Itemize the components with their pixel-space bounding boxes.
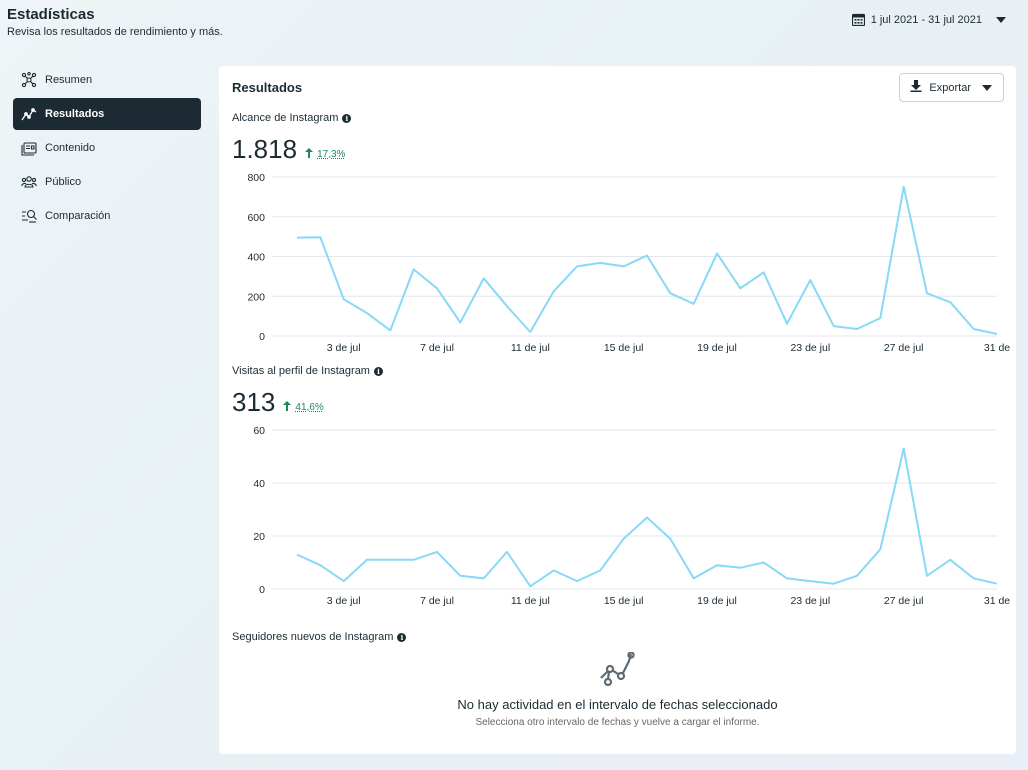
series-line[interactable] bbox=[296, 185, 998, 335]
profile-visits-line-chart: 0 20 40 60 3 de jul 7 de jul 11 de jul 15 de ju… bbox=[253, 425, 1010, 607]
reach-delta-value[interactable]: 17,3% bbox=[317, 149, 346, 160]
x-tick-label: 11 de jul bbox=[511, 342, 550, 354]
sidebar-item-resultados[interactable]: Resultados bbox=[13, 98, 201, 130]
date-range-label: 1 jul 2021 - 31 jul 2021 bbox=[870, 13, 982, 26]
x-tick-label: 27 de jul bbox=[884, 595, 924, 607]
sidebar-item-publico[interactable]: Público bbox=[13, 166, 201, 198]
x-tick-label: 27 de jul bbox=[884, 342, 924, 354]
export-label: Exportar bbox=[929, 81, 971, 94]
sidebar-nav: Resumen Resultados Contenido Público Com… bbox=[13, 64, 201, 234]
y-tick-label: 400 bbox=[247, 252, 265, 264]
x-tick-label: 7 de jul bbox=[420, 595, 454, 607]
reach-label: Alcance de Instagram i bbox=[232, 112, 352, 124]
chevron-down-icon bbox=[996, 16, 1006, 23]
y-tick-label: 0 bbox=[259, 584, 265, 596]
trend-icon bbox=[20, 105, 38, 123]
overview-icon bbox=[20, 71, 38, 89]
export-button[interactable]: Exportar bbox=[899, 73, 1004, 102]
y-tick-label: 600 bbox=[247, 212, 265, 224]
card-title: Resultados bbox=[232, 80, 303, 95]
followers-empty-state: No hay actividad en el intervalo de fech… bbox=[219, 651, 1016, 728]
x-tick-label: 31 de bbox=[984, 342, 1010, 354]
sidebar-item-label: Contenido bbox=[45, 142, 96, 154]
followers-label-text: Seguidores nuevos de Instagram bbox=[232, 631, 394, 643]
x-tick-label: 7 de jul bbox=[420, 342, 454, 354]
sidebar-item-label: Comparación bbox=[45, 210, 111, 222]
x-tick-label: 11 de jul bbox=[511, 595, 550, 607]
sidebar-item-contenido[interactable]: Contenido bbox=[13, 132, 201, 164]
calendar-icon bbox=[851, 13, 865, 26]
info-icon[interactable]: i bbox=[373, 366, 383, 376]
y-tick-label: 0 bbox=[259, 331, 265, 343]
results-card: Resultados Exportar Alcance de Instagram… bbox=[219, 66, 1016, 754]
x-tick-label: 3 de jul bbox=[327, 595, 361, 607]
x-tick-label: 23 de jul bbox=[790, 342, 830, 354]
date-range-picker[interactable]: 1 jul 2021 - 31 jul 2021 bbox=[851, 13, 1006, 26]
audience-icon bbox=[20, 173, 38, 191]
y-tick-label: 40 bbox=[253, 478, 265, 490]
sidebar-item-resumen[interactable]: Resumen bbox=[13, 64, 201, 96]
series-line[interactable] bbox=[296, 447, 998, 588]
info-icon[interactable]: i bbox=[397, 632, 407, 642]
compare-icon bbox=[20, 207, 38, 225]
empty-state-title: No hay actividad en el intervalo de fech… bbox=[457, 697, 778, 712]
sidebar-item-label: Público bbox=[45, 176, 82, 188]
x-tick-label: 31 de bbox=[984, 595, 1010, 607]
profile-visits-delta-value[interactable]: 41,6% bbox=[295, 402, 324, 413]
info-icon[interactable]: i bbox=[342, 113, 352, 123]
profile-visits-value: 313 bbox=[232, 387, 276, 417]
x-tick-label: 15 de jul bbox=[604, 595, 644, 607]
x-tick-label: 19 de jul bbox=[697, 595, 737, 607]
x-tick-label: 19 de jul bbox=[697, 342, 737, 354]
content-icon bbox=[20, 139, 38, 157]
chevron-down-icon bbox=[982, 82, 992, 94]
page-header: Estadísticas Revisa los resultados de re… bbox=[7, 6, 223, 38]
y-tick-label: 200 bbox=[247, 291, 265, 303]
empty-state-subtitle: Selecciona otro intervalo de fechas y vu… bbox=[475, 717, 760, 728]
x-tick-label: 3 de jul bbox=[327, 342, 361, 354]
sidebar-item-comparacion[interactable]: Comparación bbox=[13, 200, 201, 232]
page-title: Estadísticas bbox=[7, 6, 95, 23]
profile-visits-label: Visitas al perfil de Instagram i bbox=[232, 365, 383, 377]
download-icon bbox=[910, 80, 922, 95]
profile-visits-delta: 41,6% bbox=[283, 401, 324, 414]
y-tick-label: 20 bbox=[253, 531, 265, 543]
page-subtitle: Revisa los resultados de rendimiento y m… bbox=[7, 26, 223, 38]
followers-label: Seguidores nuevos de Instagram i bbox=[232, 631, 407, 643]
reach-metric: 1.818 17,3% bbox=[232, 134, 345, 165]
y-tick-label: 60 bbox=[253, 425, 265, 437]
arrow-up-icon bbox=[305, 148, 314, 161]
arrow-up-icon bbox=[283, 401, 292, 414]
reach-line-chart: 0 200 400 600 800 3 de jul 7 de jul 11 de jul 15… bbox=[247, 172, 1010, 354]
profile-visits-metric: 313 41,6% bbox=[232, 387, 324, 418]
profile-visits-label-text: Visitas al perfil de Instagram bbox=[232, 365, 370, 377]
y-tick-label: 800 bbox=[247, 172, 265, 184]
sidebar-item-label: Resumen bbox=[45, 74, 93, 86]
reach-value: 1.818 bbox=[232, 134, 298, 164]
x-tick-label: 23 de jul bbox=[790, 595, 830, 607]
reach-delta: 17,3% bbox=[305, 148, 345, 161]
x-tick-label: 15 de jul bbox=[604, 342, 644, 354]
empty-chart-icon bbox=[598, 651, 638, 690]
reach-label-text: Alcance de Instagram bbox=[232, 112, 339, 124]
sidebar-item-label: Resultados bbox=[45, 108, 105, 120]
